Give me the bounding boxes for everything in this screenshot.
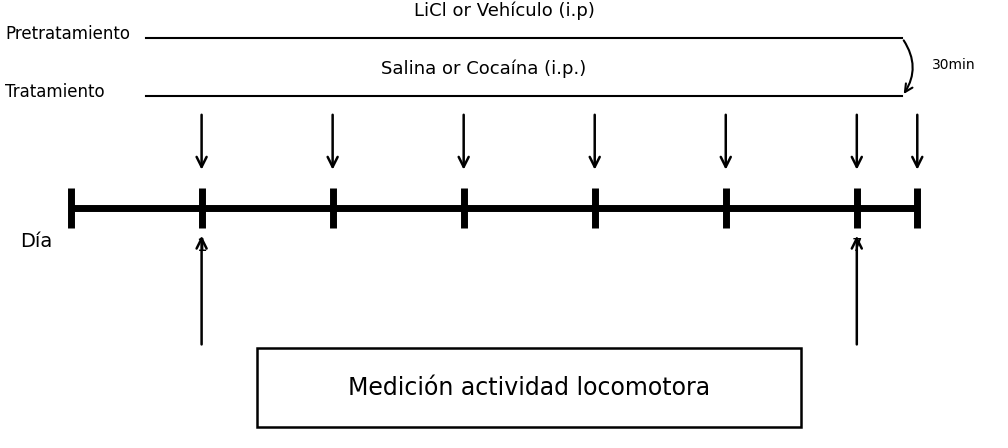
Text: LiCl or Vehículo (i.p): LiCl or Vehículo (i.p)	[413, 2, 595, 20]
Text: Día: Día	[20, 233, 52, 251]
Text: 30min: 30min	[932, 58, 976, 72]
FancyBboxPatch shape	[257, 349, 801, 426]
Text: Tratamiento: Tratamiento	[5, 83, 105, 101]
Text: Medición actividad locomotora: Medición actividad locomotora	[348, 375, 711, 400]
Text: 7: 7	[852, 237, 862, 255]
FancyArrowPatch shape	[904, 40, 912, 92]
Text: Pretratamiento: Pretratamiento	[5, 25, 130, 43]
Text: 1: 1	[197, 237, 207, 255]
Text: Salina or Cocaína (i.p.): Salina or Cocaína (i.p.)	[381, 60, 587, 78]
